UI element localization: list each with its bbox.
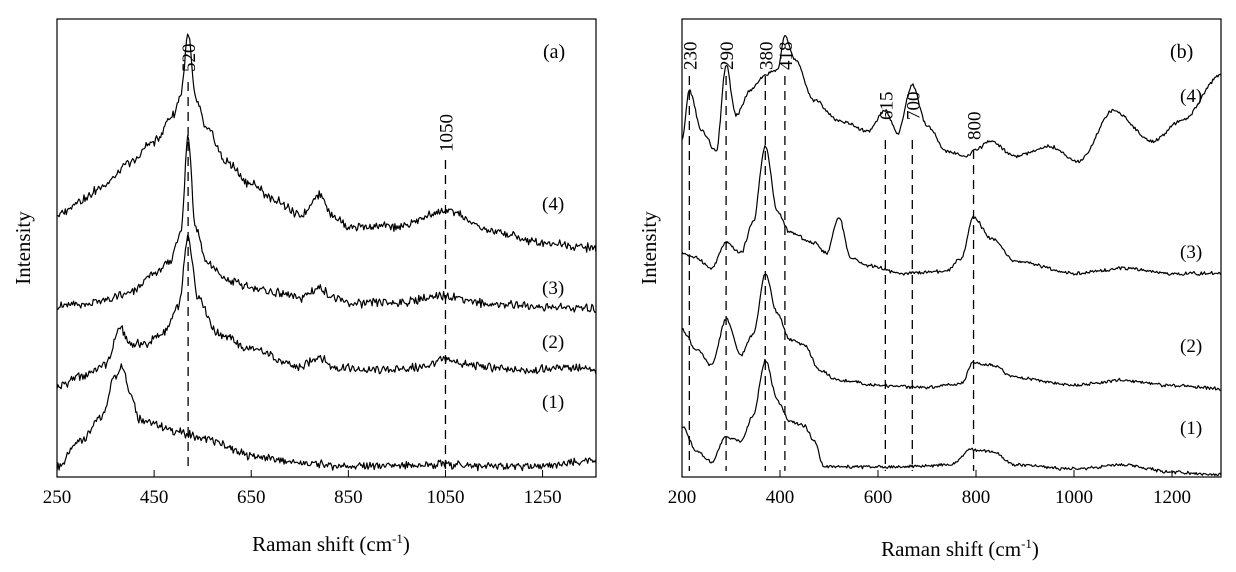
curve-label: (4): [542, 194, 564, 215]
peak-marker-label: 700: [903, 92, 924, 121]
x-tick-label: 650: [237, 487, 266, 508]
x-tick-label: 200: [668, 487, 697, 508]
x-tick-label: 600: [864, 487, 893, 508]
panel-label: (b): [1170, 41, 1193, 63]
peak-marker-label: 380: [756, 42, 777, 71]
peak-marker-label: 230: [680, 42, 701, 71]
spectrum-curve-1: [681, 358, 1222, 477]
x-tick-label: 850: [334, 487, 363, 508]
spectrum-curve-1: [56, 363, 597, 472]
y-axis-title: Intensity: [11, 211, 35, 285]
x-axis-title: Raman shift (cm-1): [881, 536, 1039, 561]
plot-frame: [681, 18, 1222, 478]
x-axis-title: Raman shift (cm-1): [252, 531, 410, 556]
x-tick-label: 800: [962, 487, 991, 508]
curve-label: (4): [1180, 86, 1202, 107]
x-tick-label: 250: [43, 487, 72, 508]
spectrum-curve-4: [681, 35, 1222, 164]
spectrum-curve-3: [681, 145, 1222, 276]
peak-marker-label: 520: [179, 44, 200, 73]
spectrum-curve-3: [56, 135, 597, 313]
x-tick-label: 400: [766, 487, 795, 508]
peak-marker-label: 1050: [436, 114, 457, 152]
x-tick-label: 1200: [1153, 487, 1191, 508]
x-tick-label: 1000: [1055, 487, 1093, 508]
x-tick-label: 1250: [524, 487, 562, 508]
curve-label: (2): [1180, 336, 1202, 357]
curve-label: (1): [542, 392, 564, 413]
curve-label: (1): [1180, 418, 1202, 439]
spectrum-curve-2: [56, 234, 597, 390]
chart-panel-b: 200 400 600 800 1000 1200 Raman shift (cm-1) In…: [637, 18, 1222, 561]
x-tick-label: 1050: [426, 487, 464, 508]
peak-marker-label: 290: [717, 42, 738, 71]
x-tick-label: 450: [140, 487, 169, 508]
curve-label: (3): [542, 278, 564, 299]
plot-frame: [56, 18, 597, 478]
curve-label: (3): [1180, 242, 1202, 263]
spectrum-curve-2: [681, 273, 1222, 391]
peak-marker-label: 800: [965, 112, 986, 141]
peak-marker-label: 418: [776, 42, 797, 71]
panel-label: (a): [543, 41, 565, 63]
y-axis-title: Intensity: [637, 211, 661, 285]
chart-panel-a: 250 450 650 850 1050 1250 Raman shift (cm-1) In…: [11, 18, 597, 556]
spectrum-curve-4: [56, 33, 597, 253]
curve-label: (2): [542, 332, 564, 353]
